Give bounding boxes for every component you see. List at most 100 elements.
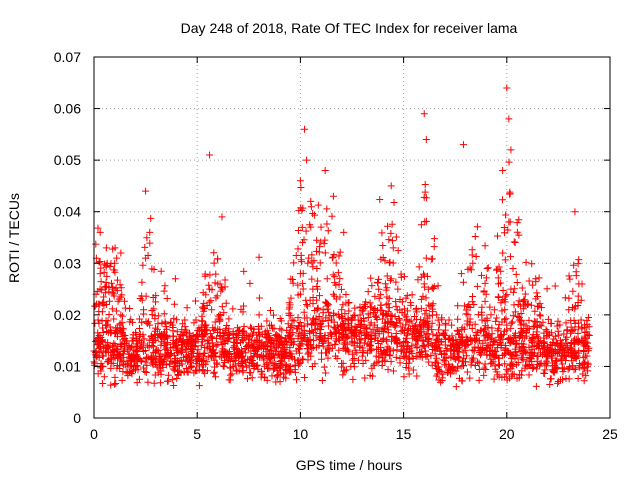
data-point xyxy=(562,352,570,360)
data-point xyxy=(514,313,522,321)
data-point xyxy=(296,341,304,349)
data-point xyxy=(144,342,152,350)
data-point xyxy=(208,306,216,314)
data-point xyxy=(561,347,569,355)
data-point xyxy=(508,318,516,326)
data-point xyxy=(303,337,311,345)
data-point xyxy=(218,303,226,311)
data-point xyxy=(487,355,495,363)
data-point xyxy=(107,326,115,334)
data-point xyxy=(501,360,509,368)
data-point xyxy=(396,319,404,327)
data-point xyxy=(429,300,437,308)
data-point xyxy=(339,301,347,309)
data-point xyxy=(302,296,310,304)
data-point xyxy=(351,346,359,354)
data-point xyxy=(572,268,580,276)
data-point xyxy=(435,363,443,371)
data-point xyxy=(505,218,513,226)
data-point xyxy=(319,306,327,314)
data-point xyxy=(144,378,152,386)
data-point xyxy=(402,364,410,372)
data-point xyxy=(201,272,209,280)
data-point xyxy=(431,350,439,358)
data-point xyxy=(402,294,410,302)
data-point xyxy=(204,340,212,348)
data-point xyxy=(515,231,523,239)
data-point xyxy=(491,353,499,361)
data-point xyxy=(421,343,429,351)
data-point xyxy=(535,274,543,282)
data-point xyxy=(467,361,475,369)
data-point xyxy=(96,228,104,236)
data-point xyxy=(350,359,358,367)
data-point xyxy=(567,323,575,331)
data-point xyxy=(157,379,165,387)
data-point xyxy=(460,302,468,310)
data-point xyxy=(458,377,466,385)
data-point xyxy=(337,323,345,331)
data-point xyxy=(523,301,531,309)
data-point xyxy=(231,350,239,358)
data-point xyxy=(222,324,230,332)
data-point xyxy=(291,362,299,370)
data-point xyxy=(221,276,229,284)
data-point xyxy=(348,356,356,364)
data-point xyxy=(282,374,290,382)
data-point xyxy=(153,363,161,371)
data-point xyxy=(453,326,461,334)
data-point xyxy=(338,312,346,320)
data-point xyxy=(379,311,387,319)
data-point xyxy=(574,329,582,337)
data-point xyxy=(522,258,530,266)
data-point xyxy=(178,348,186,356)
data-point xyxy=(313,296,321,304)
data-point xyxy=(374,346,382,354)
data-point xyxy=(202,291,210,299)
data-point xyxy=(111,259,119,267)
data-point xyxy=(308,344,316,352)
data-point xyxy=(102,261,110,269)
data-point xyxy=(222,299,230,307)
data-point xyxy=(221,328,229,336)
data-point xyxy=(469,356,477,364)
data-point xyxy=(501,256,509,264)
data-point xyxy=(323,220,331,228)
data-point xyxy=(585,314,593,322)
data-point xyxy=(339,333,347,341)
data-point xyxy=(402,334,410,342)
data-point xyxy=(182,364,190,372)
data-point xyxy=(205,298,213,306)
data-point xyxy=(150,379,158,387)
data-point xyxy=(476,351,484,359)
data-point xyxy=(502,370,510,378)
data-point xyxy=(540,369,548,377)
data-point xyxy=(152,358,160,366)
data-point xyxy=(171,366,179,374)
data-point xyxy=(562,374,570,382)
data-point xyxy=(336,275,344,283)
data-point xyxy=(384,366,392,374)
data-point xyxy=(537,359,545,367)
data-point xyxy=(109,359,117,367)
data-point xyxy=(116,281,124,289)
data-point xyxy=(484,264,492,272)
data-point xyxy=(221,283,229,291)
data-point xyxy=(392,322,400,330)
data-point xyxy=(312,325,320,333)
data-point xyxy=(539,318,547,326)
data-point xyxy=(361,374,369,382)
data-point xyxy=(96,257,104,265)
data-point xyxy=(383,272,391,280)
data-point xyxy=(335,335,343,343)
data-point xyxy=(113,276,121,284)
data-point xyxy=(138,292,146,300)
data-point xyxy=(364,288,372,296)
data-point xyxy=(376,195,384,203)
data-point xyxy=(210,368,218,376)
data-point xyxy=(301,374,309,382)
data-point xyxy=(277,348,285,356)
data-point xyxy=(94,316,102,324)
